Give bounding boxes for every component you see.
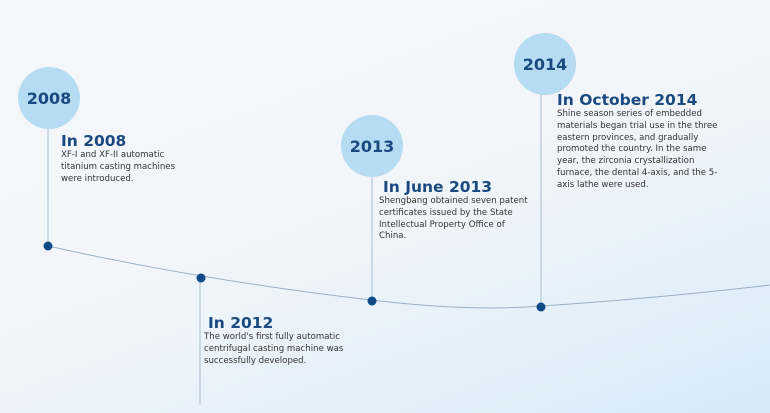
event-text: XF-I and XF-II automatic titanium castin…: [61, 150, 176, 184]
year-label: 2013: [349, 136, 395, 156]
event-title: In 2012: [208, 314, 274, 332]
event-title: In October 2014: [557, 91, 698, 109]
event-text: Shine season series of embedded material…: [557, 109, 718, 190]
event-2012: In 2012 The world's first fully automati…: [204, 314, 352, 367]
year-label: 2014: [522, 54, 568, 74]
event-title: In June 2013: [383, 178, 493, 196]
dot-2012: [196, 273, 206, 283]
year-bubble-2013: 2013: [341, 115, 403, 177]
event-text: The world's first fully automatic centri…: [204, 332, 344, 366]
year-label: 2008: [26, 88, 72, 108]
event-title: In 2008: [61, 132, 127, 150]
year-bubble-2008: 2008: [18, 67, 80, 129]
timeline-curve: [47, 245, 770, 309]
event-2008: In 2008 XF-I and XF-II automatic titaniu…: [61, 132, 181, 185]
event-2013: In June 2013 Shengbang obtained seven pa…: [379, 178, 534, 243]
year-bubble-2014: 2014: [514, 33, 576, 95]
dot-2013: [367, 296, 377, 306]
event-text: Shengbang obtained seven patent certific…: [379, 196, 528, 242]
dot-2014: [536, 302, 546, 312]
event-2014: In October 2014 Shine season series of e…: [557, 91, 725, 192]
dot-2008: [43, 241, 53, 251]
